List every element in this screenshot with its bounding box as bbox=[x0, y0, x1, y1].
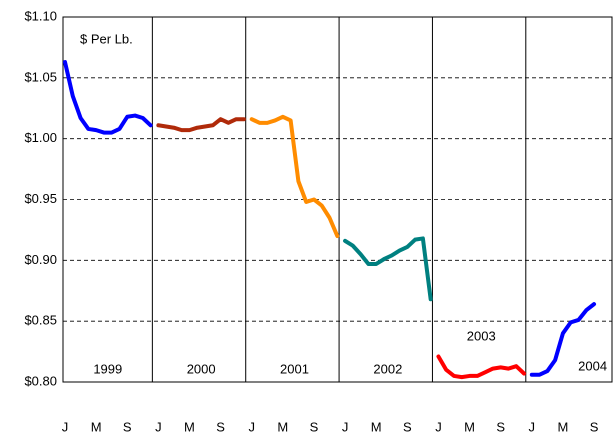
x-tick-label: S bbox=[403, 419, 412, 434]
x-tick-label: J bbox=[342, 419, 349, 434]
series-line bbox=[156, 117, 246, 133]
x-tick-label: S bbox=[496, 419, 505, 434]
y-tick-label: $0.90 bbox=[24, 252, 57, 267]
x-tick-label: J bbox=[155, 419, 162, 434]
series-line bbox=[529, 302, 597, 377]
y-tick-label: $0.80 bbox=[24, 373, 57, 388]
y-tick-label: $1.10 bbox=[24, 8, 57, 23]
y-tick-label: $0.95 bbox=[24, 191, 57, 206]
series-line bbox=[343, 236, 433, 302]
y-tick-label: $1.05 bbox=[24, 69, 57, 84]
plot-frame bbox=[62, 16, 613, 383]
year-label: 2001 bbox=[280, 361, 309, 376]
x-tick-label: S bbox=[123, 419, 132, 434]
year-label: 2000 bbox=[187, 361, 216, 376]
series-line bbox=[63, 60, 153, 135]
x-tick-label: M bbox=[371, 419, 382, 434]
x-tick-label: M bbox=[277, 419, 288, 434]
series-line bbox=[436, 354, 527, 380]
series-line bbox=[249, 114, 340, 238]
x-tick-label: J bbox=[248, 419, 255, 434]
x-tick-label: J bbox=[529, 419, 536, 434]
x-tick-label: S bbox=[590, 419, 599, 434]
y-tick-label: $1.00 bbox=[24, 130, 57, 145]
year-label: 2004 bbox=[578, 358, 607, 373]
x-tick-label: J bbox=[435, 419, 442, 434]
x-tick-label: M bbox=[557, 419, 568, 434]
x-tick-label: M bbox=[91, 419, 102, 434]
x-tick-label: S bbox=[310, 419, 319, 434]
year-label: 1999 bbox=[93, 361, 122, 376]
y-tick-label: $0.85 bbox=[24, 313, 57, 328]
x-tick-label: S bbox=[216, 419, 225, 434]
x-tick-label: J bbox=[62, 419, 69, 434]
year-label: 2003 bbox=[467, 328, 496, 343]
annotation: $ Per Lb. bbox=[80, 31, 133, 46]
x-tick-label: M bbox=[184, 419, 195, 434]
x-tick-label: M bbox=[464, 419, 475, 434]
year-label: 2002 bbox=[373, 361, 402, 376]
